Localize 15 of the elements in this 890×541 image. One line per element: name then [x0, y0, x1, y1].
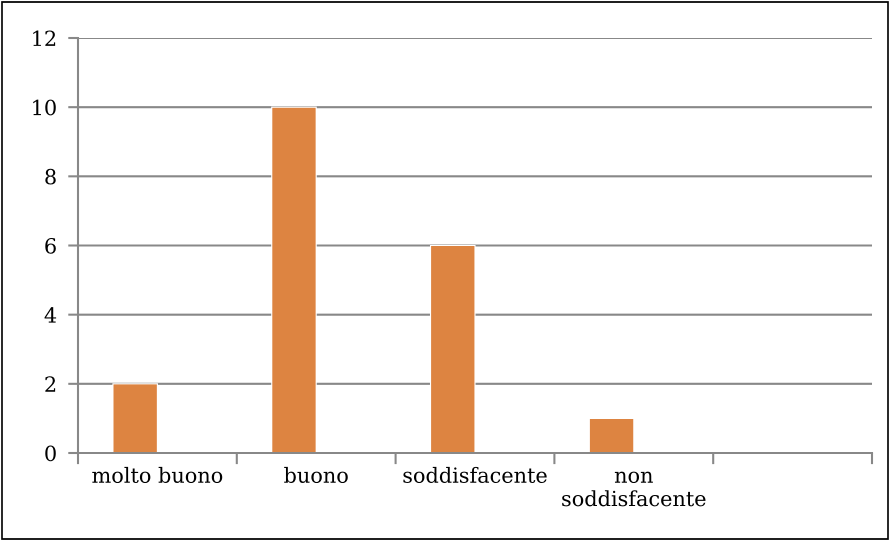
x-tick-label: non soddisfacente	[562, 472, 706, 506]
bar	[271, 106, 317, 453]
x-tick-label: molto buono	[92, 466, 222, 484]
y-tick-label: 10	[33, 100, 56, 116]
bar	[112, 383, 158, 453]
y-tick-label: 4	[44, 307, 56, 323]
y-tick-label: 0	[45, 445, 56, 462]
y-tick-label: 8	[45, 168, 56, 185]
x-tick-label: buono	[284, 466, 348, 484]
bar	[430, 244, 476, 453]
y-tick-label: 12	[33, 30, 56, 46]
y-tick-label: 2	[45, 376, 56, 392]
bar	[588, 418, 634, 453]
y-tick-label: 6	[45, 238, 56, 254]
x-tick-label: soddisfacente	[403, 466, 547, 484]
